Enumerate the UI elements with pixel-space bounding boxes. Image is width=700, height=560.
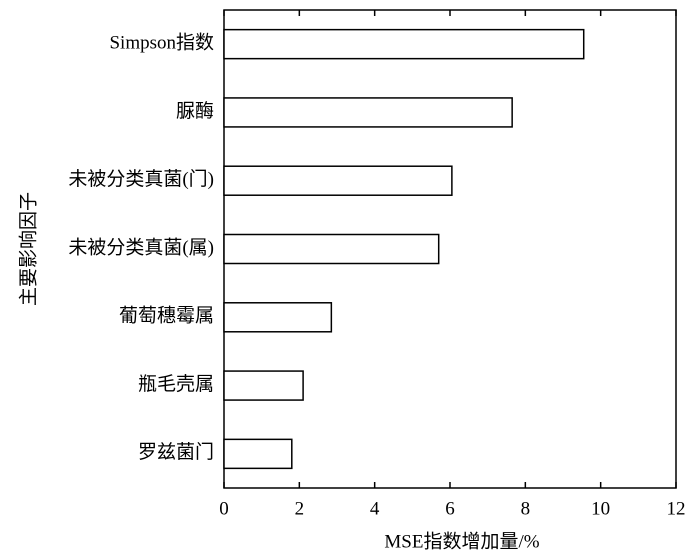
y-tick-label: 罗兹菌门 — [138, 441, 214, 463]
x-tick-label: 2 — [295, 498, 305, 519]
y-tick-label: 未被分类真菌(属) — [68, 236, 214, 258]
x-tick-label: 12 — [667, 498, 686, 519]
x-tick-label: 4 — [370, 498, 380, 519]
x-tick-label: 6 — [445, 498, 455, 519]
bar — [223, 28, 585, 60]
bar — [223, 233, 440, 265]
x-tick-label: 0 — [219, 498, 229, 519]
y-axis-label: 主要影响因子 — [17, 192, 39, 306]
bar — [223, 165, 453, 196]
x-tick-label: 10 — [591, 498, 610, 519]
y-tick-label: Simpson指数 — [109, 32, 214, 54]
x-axis-label: MSE指数增加量/% — [384, 530, 539, 552]
y-tick-label: 瓶毛壳属 — [138, 373, 214, 395]
y-tick-label: 葡萄穗霉属 — [119, 305, 214, 327]
bar — [223, 438, 293, 470]
bar — [223, 302, 333, 333]
bar — [223, 97, 513, 128]
bar — [223, 370, 304, 401]
x-tick-label: 8 — [521, 498, 531, 519]
y-tick-label: 未被分类真菌(门) — [68, 168, 214, 190]
y-tick-label: 脲酶 — [176, 100, 214, 122]
